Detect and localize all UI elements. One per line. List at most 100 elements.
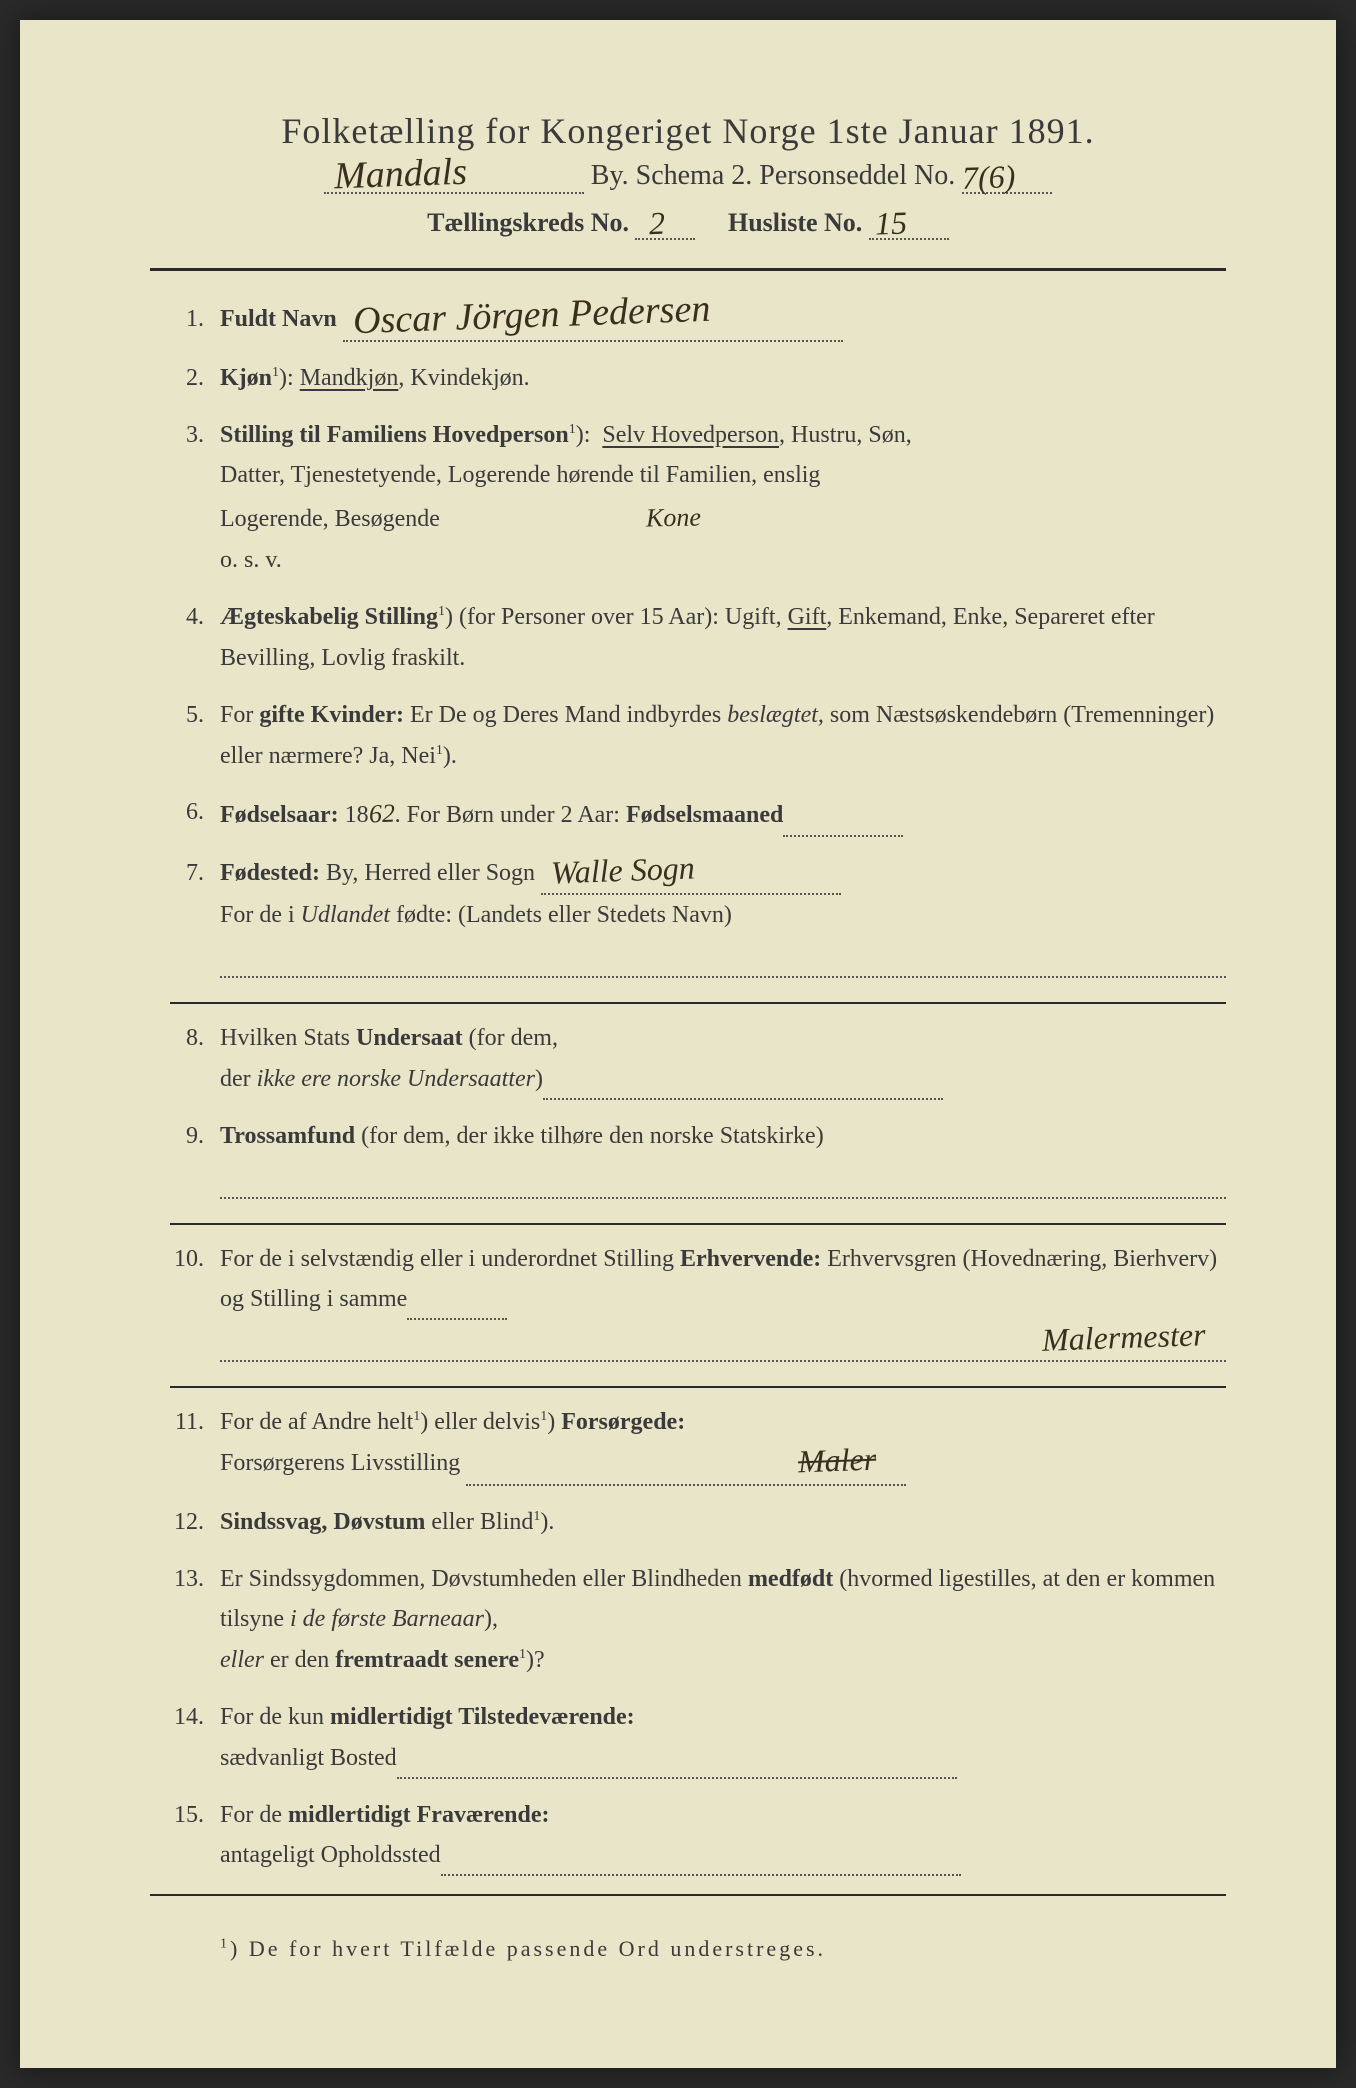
q14-a: For de kun (220, 1704, 330, 1730)
subtitle-text: By. Schema 2. Personseddel No. (591, 160, 955, 191)
q12-b: ). (540, 1509, 554, 1535)
q14-text: For de kun midlertidigt Tilstedeværende:… (220, 1697, 1226, 1779)
q11-field: Maler (466, 1443, 906, 1486)
q2-num: 2. (170, 358, 220, 399)
q8-text: Hvilken Stats Undersaat (for dem, der ik… (220, 1018, 1226, 1100)
form-body: 1. Fuldt Navn Oscar Jörgen Pedersen 2. K… (150, 299, 1226, 1876)
q8-field (543, 1071, 943, 1100)
divider-10-11 (170, 1386, 1226, 1388)
q13-italic2: eller (220, 1647, 264, 1673)
q15-bold: midlertidigt Fraværende: (288, 1802, 550, 1828)
form-header: Folketælling for Kongeriget Norge 1ste J… (150, 110, 1226, 240)
q6: 6. Fødselsaar: 1862. For Børn under 2 Aa… (170, 792, 1226, 836)
q7-italic: Udlandet (301, 902, 390, 928)
q1-num: 1. (170, 299, 220, 342)
q11-num: 11. (170, 1402, 220, 1486)
q9-a: (for dem, der ikke tilhøre den norske St… (355, 1123, 824, 1149)
q14-field (397, 1750, 957, 1779)
q9-field (220, 1163, 1226, 1199)
q12-bold: Sindssvag, Døvstum (220, 1509, 425, 1535)
q5: 5. For gifte Kvinder: Er De og Deres Man… (170, 695, 1226, 777)
city-field: Mandals (324, 160, 584, 194)
person-no-field: 7(6) (962, 160, 1052, 194)
q13-text: Er Sindssygdommen, Døvstumheden eller Bl… (220, 1559, 1226, 1681)
q12-text: Sindssvag, Døvstum eller Blind1). (220, 1502, 1226, 1543)
q3-num: 3. (170, 415, 220, 582)
q5-bold: gifte Kvinder: (259, 702, 404, 728)
q14-b: sædvanligt Bosted (220, 1745, 397, 1771)
q3-text: Stilling til Familiens Hovedperson1): Se… (220, 415, 1226, 582)
q10-a: For de i selvstændig eller i underordnet… (220, 1246, 680, 1272)
q7-field2 (220, 942, 1226, 978)
q3-underlined: Selv Hovedperson (602, 422, 779, 448)
q15-num: 15. (170, 1795, 220, 1877)
footer-sup: 1 (220, 1937, 230, 1952)
q8: 8. Hvilken Stats Undersaat (for dem, der… (170, 1018, 1226, 1100)
q14: 14. For de kun midlertidigt Tilstedevære… (170, 1697, 1226, 1779)
census-form-page: Folketælling for Kongeriget Norge 1ste J… (20, 20, 1336, 2068)
q10-num: 10. (170, 1239, 220, 1369)
person-no-hw: 7(6) (962, 158, 1017, 197)
q10: 10. For de i selvstændig eller i underor… (170, 1239, 1226, 1369)
q4-label: Ægteskabelig Stilling (220, 604, 438, 630)
q10-field: Malermester (220, 1326, 1226, 1362)
q15-field (441, 1847, 961, 1876)
q11-hw: Maler (797, 1432, 877, 1489)
q11-c: ) (547, 1409, 561, 1435)
q3-sup: 1 (569, 422, 576, 437)
q2-label-a: Kjøn (220, 365, 272, 391)
q11-b: ) eller delvis (420, 1409, 540, 1435)
q5-a: For (220, 702, 259, 728)
q3-hw: Kone (646, 496, 702, 541)
q2-text: Kjøn1): Mandkjøn, Kvindekjøn. (220, 358, 1226, 399)
form-subtitle: Mandals By. Schema 2. Personseddel No. 7… (150, 160, 1226, 194)
q7-hw: Walle Sogn (550, 840, 696, 899)
husliste-hw: 15 (874, 204, 907, 242)
q6-bold2: Fødselsmaaned (626, 802, 783, 828)
form-title: Folketælling for Kongeriget Norge 1ste J… (150, 110, 1226, 152)
q2-sep: , (398, 365, 410, 391)
q6-hw: 62 (368, 792, 396, 837)
q13-bold1: medfødt (748, 1566, 833, 1592)
q3: 3. Stilling til Familiens Hovedperson1):… (170, 415, 1226, 582)
q8-b: (for dem, (463, 1025, 558, 1051)
q8-num: 8. (170, 1018, 220, 1100)
q9: 9. Trossamfund (for dem, der ikke tilhør… (170, 1116, 1226, 1205)
q4-rest: ) (for Personer over 15 Aar): Ugift, (445, 604, 788, 630)
divider-9-10 (170, 1223, 1226, 1225)
q4-text: Ægteskabelig Stilling1) (for Personer ov… (220, 597, 1226, 679)
city-hw: Mandals (333, 150, 467, 199)
q8-a: Hvilken Stats (220, 1025, 356, 1051)
q13-num: 13. (170, 1559, 220, 1681)
q8-bold: Undersaat (356, 1025, 463, 1051)
q7-c: fødte: (Landets eller Stedets Navn) (390, 902, 732, 928)
q10-hw: Malermester (1042, 1307, 1207, 1367)
q1-hw: Oscar Jörgen Pedersen (352, 277, 711, 354)
q4-underlined: Gift (788, 604, 827, 630)
q1: 1. Fuldt Navn Oscar Jörgen Pedersen (170, 299, 1226, 342)
q11-a: For de af Andre helt (220, 1409, 413, 1435)
q4: 4. Ægteskabelig Stilling1) (for Personer… (170, 597, 1226, 679)
q2-opt2: Kvindekjøn. (410, 365, 529, 391)
q6-text: Fødselsaar: 1862. For Børn under 2 Aar: … (220, 792, 1226, 836)
q10-text: For de i selvstændig eller i underordnet… (220, 1239, 1226, 1369)
q12-a: eller Blind (425, 1509, 533, 1535)
q10-bold: Erhvervende: (680, 1246, 821, 1272)
q11: 11. For de af Andre helt1) eller delvis1… (170, 1402, 1226, 1486)
q13-d: er den (264, 1647, 335, 1673)
q5-num: 5. (170, 695, 220, 777)
footer-text: ) De for hvert Tilfælde passende Ord und… (230, 1936, 826, 1961)
q6-label: Fødselsaar: (220, 802, 339, 828)
q1-text: Fuldt Navn Oscar Jörgen Pedersen (220, 299, 1226, 342)
q7-a: By, Herred eller Sogn (320, 860, 535, 886)
form-sub2: Tællingskreds No. 2 Husliste No. 15 (150, 208, 1226, 240)
kreds-hw: 2 (649, 205, 666, 243)
q12: 12. Sindssvag, Døvstum eller Blind1). (170, 1502, 1226, 1543)
q13-e: )? (526, 1647, 545, 1673)
q6-num: 6. (170, 792, 220, 836)
q15: 15. For de midlertidigt Fraværende: anta… (170, 1795, 1226, 1877)
q3-label: Stilling til Familiens Hovedperson (220, 422, 569, 448)
q11-text: For de af Andre helt1) eller delvis1) Fo… (220, 1402, 1226, 1486)
q6-field (783, 808, 903, 837)
q10-f1 (407, 1291, 507, 1320)
